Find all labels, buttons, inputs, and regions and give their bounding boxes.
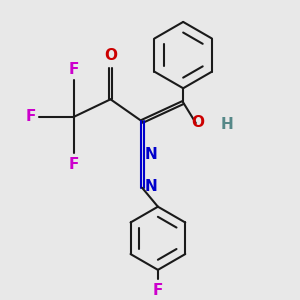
Text: H: H bbox=[221, 117, 234, 132]
Text: O: O bbox=[191, 116, 204, 130]
Text: F: F bbox=[153, 283, 163, 298]
Text: F: F bbox=[26, 109, 36, 124]
Text: F: F bbox=[69, 157, 80, 172]
Text: N: N bbox=[145, 147, 158, 162]
Text: F: F bbox=[69, 61, 80, 76]
Text: N: N bbox=[145, 179, 158, 194]
Text: O: O bbox=[104, 48, 117, 63]
